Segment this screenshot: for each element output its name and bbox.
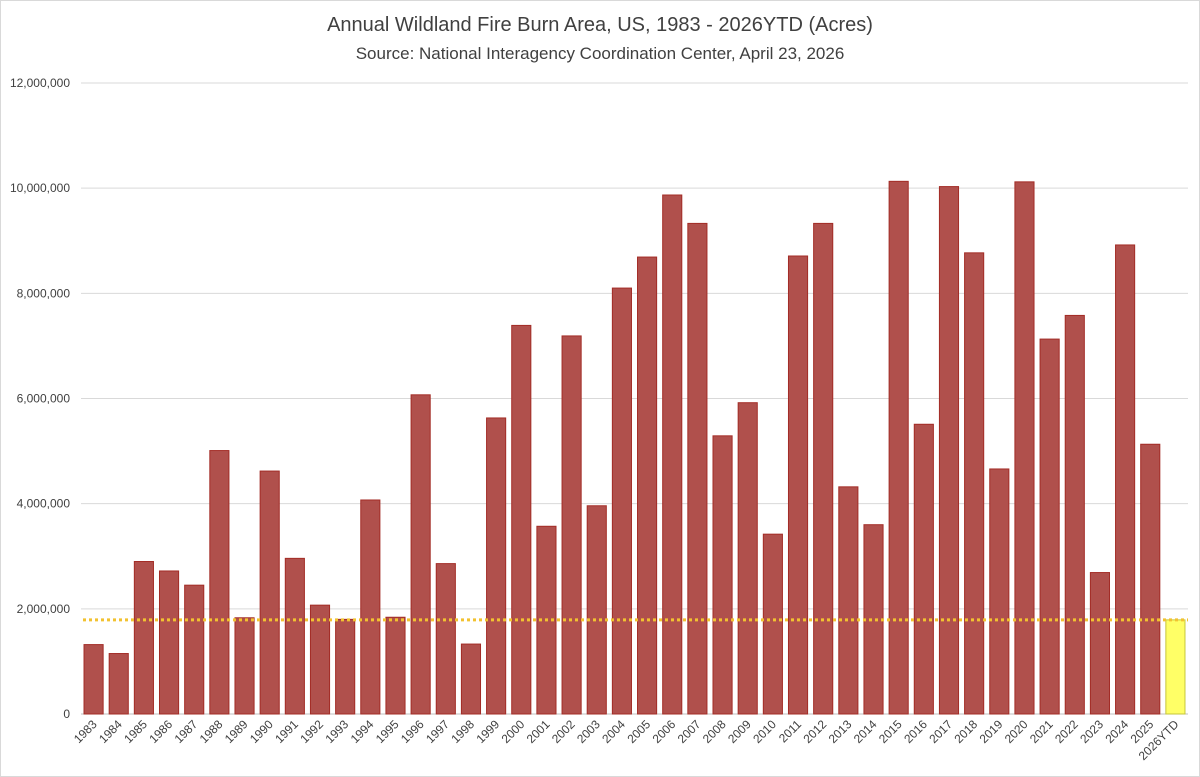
x-tick-label: 1984 [96, 717, 125, 746]
x-tick-label: 1997 [423, 717, 452, 746]
x-tick-label: 1992 [297, 717, 326, 746]
x-tick-label: 2021 [1027, 717, 1056, 746]
x-tick-label: 2007 [675, 717, 704, 746]
x-tick-label: 2000 [499, 717, 528, 746]
x-tick-label: 2011 [776, 717, 804, 745]
x-tick-label: 2012 [801, 717, 830, 746]
bar-1996 [410, 394, 431, 715]
x-tick-label: 1993 [323, 717, 352, 746]
x-tick-label: 1983 [71, 717, 100, 746]
x-tick-label: 1991 [272, 717, 301, 746]
bar-2005 [637, 256, 658, 715]
x-tick-label: 2022 [1052, 717, 1081, 746]
bar-2020 [1014, 181, 1035, 715]
bar-1985 [133, 561, 154, 715]
bar-1997 [435, 563, 456, 715]
bar-2018 [964, 252, 985, 715]
x-tick-label: 2013 [826, 717, 855, 746]
x-tick-label: 1985 [121, 717, 150, 746]
x-tick-label: 1998 [448, 717, 477, 746]
x-tick-label: 2014 [851, 717, 880, 746]
bar-2024 [1115, 244, 1136, 715]
bar-2000 [511, 324, 532, 715]
bar-2021 [1039, 338, 1060, 715]
y-tick-label: 8,000,000 [17, 286, 71, 300]
bar-2015 [888, 180, 909, 715]
bar-1983 [83, 644, 104, 715]
x-tick-label: 2016 [901, 717, 930, 746]
x-tick-label: 2002 [549, 717, 578, 746]
bar-2022 [1064, 314, 1085, 715]
bar-2026ytd [1165, 619, 1186, 715]
x-tick-label: 1986 [146, 717, 175, 746]
bar-1988 [209, 450, 230, 715]
bar-2009 [737, 402, 758, 715]
y-tick-label: 2,000,000 [17, 602, 71, 616]
x-tick-label: 1987 [172, 717, 201, 746]
bar-2007 [687, 222, 708, 715]
bar-2003 [586, 505, 607, 715]
x-tick-label: 2024 [1102, 717, 1131, 746]
x-tick-label: 2023 [1077, 717, 1106, 746]
bar-2006 [662, 194, 683, 715]
x-tick-label: 2020 [1002, 717, 1031, 746]
x-tick-label: 2015 [876, 717, 905, 746]
bar-1998 [460, 643, 482, 715]
bar-2004 [611, 287, 632, 715]
x-tick-label: 2008 [700, 717, 729, 746]
bar-1986 [158, 570, 180, 715]
bar-2012 [813, 222, 834, 715]
bar-1989 [234, 617, 255, 715]
bar-1991 [284, 557, 305, 715]
chart-title: Annual Wildland Fire Burn Area, US, 1983… [327, 14, 873, 36]
x-tick-label: 1999 [473, 717, 502, 746]
bar-2014 [863, 524, 884, 715]
x-tick-label: 2017 [926, 717, 955, 746]
bar-2017 [938, 186, 960, 715]
x-tick-label: 2001 [524, 717, 553, 746]
x-tick-label: 1990 [247, 717, 276, 746]
bar-1995 [385, 616, 406, 715]
bar-1992 [309, 604, 331, 715]
x-tick-label: 1994 [348, 717, 377, 746]
bar-1987 [184, 584, 205, 715]
x-tick-label: 2005 [624, 717, 653, 746]
bar-2025 [1140, 443, 1161, 715]
bar-2016 [913, 423, 934, 715]
x-tick-label: 1995 [373, 717, 402, 746]
bar-1984 [108, 653, 129, 715]
x-tick-label: 2006 [650, 717, 679, 746]
y-axis-ticks: 0 2,000,000 4,000,000 6,000,000 8,000,000 10,… [10, 76, 70, 721]
bar-1990 [259, 470, 280, 715]
chart-subtitle: Source: National Interagency Coordinatio… [356, 44, 845, 63]
bar-2023 [1089, 572, 1111, 715]
y-tick-label: 10,000,000 [10, 181, 70, 195]
bars [83, 180, 1186, 715]
bar-1999 [486, 417, 507, 715]
x-tick-label: 2018 [951, 717, 980, 746]
bar-1993 [335, 618, 356, 715]
bar-2002 [561, 335, 582, 715]
x-tick-label: 2009 [725, 717, 754, 746]
y-tick-label: 0 [63, 707, 70, 721]
bar-2019 [989, 468, 1010, 715]
x-tick-label: 1988 [197, 717, 226, 746]
y-tick-label: 4,000,000 [17, 497, 71, 511]
x-tick-label: 1996 [398, 717, 427, 746]
x-tick-label: 2004 [599, 717, 628, 746]
x-tick-label: 2010 [750, 717, 779, 746]
x-axis-ticks: 1983198419851986198719881989199019911992… [71, 717, 1182, 763]
x-tick-label: 1989 [222, 717, 251, 746]
bar-2011 [787, 255, 809, 715]
bar-1994 [360, 499, 381, 715]
x-tick-label: 2019 [977, 717, 1006, 746]
y-tick-label: 12,000,000 [10, 76, 70, 90]
x-tick-label: 2003 [574, 717, 603, 746]
bar-2013 [838, 486, 859, 715]
y-tick-label: 6,000,000 [17, 392, 71, 406]
bar-2010 [762, 533, 783, 715]
bar-2008 [712, 435, 733, 715]
